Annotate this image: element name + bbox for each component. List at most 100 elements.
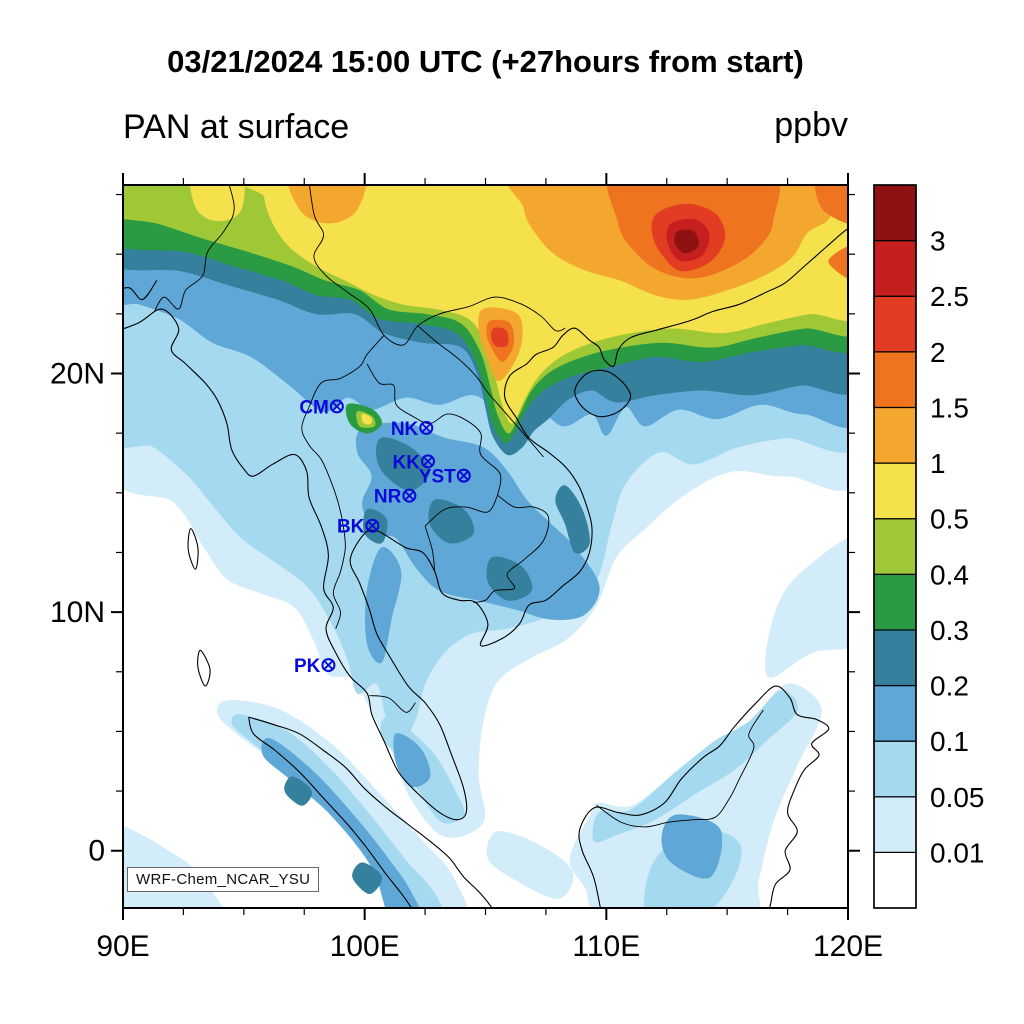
station-KK: KK bbox=[393, 452, 435, 473]
colorbar-cell-0 bbox=[873, 851, 917, 909]
border-line bbox=[424, 526, 436, 572]
colorbar-label-0.5: 0.5 bbox=[930, 504, 969, 535]
border-line bbox=[417, 325, 544, 458]
axis-ticks bbox=[111, 173, 860, 920]
station-circle-cross-icon bbox=[456, 468, 471, 483]
border-line bbox=[473, 494, 550, 604]
figure-title: 03/21/2024 15:00 UTC (+27hours from star… bbox=[167, 44, 804, 79]
colorbar-label-1: 1 bbox=[930, 448, 946, 479]
station-NK: NK bbox=[391, 419, 434, 440]
coastline bbox=[248, 716, 413, 908]
station-NR: NR bbox=[374, 487, 417, 508]
country-borders bbox=[154, 185, 764, 828]
station-cross bbox=[323, 660, 334, 670]
station-BK: BK bbox=[337, 517, 380, 538]
station-cross bbox=[367, 520, 378, 531]
colorbar-label-0.01: 0.01 bbox=[930, 837, 985, 868]
station-circle-cross-icon bbox=[329, 399, 344, 414]
contour-region-level-4 bbox=[352, 862, 382, 895]
station-label-KK: KK bbox=[393, 452, 421, 473]
colorbar-label-2: 2 bbox=[930, 337, 946, 368]
coastline bbox=[187, 528, 199, 570]
colorbar-cell-5 bbox=[873, 573, 917, 631]
station-label-YST: YST bbox=[419, 467, 456, 488]
units-label: ppbv bbox=[774, 106, 848, 144]
station-label-NK: NK bbox=[391, 419, 419, 440]
colorbar-cell-12 bbox=[873, 184, 917, 242]
coastline bbox=[123, 227, 848, 821]
colorbar-label-0.05: 0.05 bbox=[930, 782, 985, 813]
colorbar-label-2.5: 2.5 bbox=[930, 281, 969, 312]
coastline bbox=[248, 716, 493, 908]
colorbar-label-3: 3 bbox=[930, 226, 946, 257]
border-line bbox=[369, 695, 416, 713]
contour-region-level-3 bbox=[365, 547, 402, 664]
station-label-BK: BK bbox=[337, 517, 365, 538]
colorbar-cell-6 bbox=[873, 518, 917, 575]
contour-region-level-8 bbox=[287, 185, 367, 224]
contour-region-level-1 bbox=[486, 831, 574, 899]
coastline bbox=[578, 685, 830, 908]
station-cross bbox=[404, 490, 415, 501]
colorbar: 0.01 0.05 0.1 0.2 0.3 0.4 0.5 1 1.5 2 2.5 3 bbox=[873, 184, 985, 909]
border-line bbox=[596, 709, 764, 828]
contour-region-level-3 bbox=[661, 814, 723, 879]
contour-region-level-2 bbox=[592, 690, 798, 843]
x-axis-label-90E: 90E bbox=[96, 930, 149, 963]
station-YST: YST bbox=[419, 467, 471, 488]
contour-region-level-7 bbox=[189, 185, 245, 222]
colorbar-label-0.2: 0.2 bbox=[930, 671, 969, 702]
y-axis-label-10N: 10N bbox=[50, 596, 105, 629]
station-circle-cross-icon bbox=[402, 488, 417, 503]
station-CM: CM bbox=[299, 397, 344, 418]
coastline bbox=[197, 649, 211, 687]
colorbar-cell-7 bbox=[873, 462, 917, 520]
contour-region-level-9 bbox=[814, 185, 848, 224]
colorbar-cell-9 bbox=[873, 351, 917, 409]
station-circle-cross-icon bbox=[321, 658, 336, 673]
y-axis-label-20N: 20N bbox=[50, 358, 105, 391]
station-label-NR: NR bbox=[374, 487, 402, 508]
border-line bbox=[301, 335, 385, 629]
station-cross bbox=[332, 401, 342, 412]
contour-region-level-4 bbox=[486, 556, 533, 601]
model-watermark: WRF-Chem_NCAR_YSU bbox=[127, 867, 320, 892]
colorbar-cell-1 bbox=[873, 796, 917, 853]
contour-region-level-7 bbox=[361, 413, 372, 425]
contour-region-level-12 bbox=[674, 229, 699, 254]
station-PK: PK bbox=[294, 656, 336, 677]
colorbar-label-0.4: 0.4 bbox=[930, 559, 969, 590]
x-axis-label-110E: 110E bbox=[572, 930, 640, 963]
contour-region-level-3 bbox=[393, 733, 431, 788]
plot-subtitle: PAN at surface bbox=[123, 108, 350, 146]
x-axis-label-120E: 120E bbox=[813, 930, 883, 963]
colorbar-cell-3 bbox=[873, 684, 917, 742]
station-circle-cross-icon bbox=[419, 420, 434, 435]
border-line bbox=[154, 185, 235, 312]
colorbar-label-1.5: 1.5 bbox=[930, 392, 969, 423]
colorbar-label-0.3: 0.3 bbox=[930, 615, 969, 646]
coastline bbox=[574, 369, 632, 418]
coastlines bbox=[123, 227, 848, 908]
colorbar-cell-4 bbox=[873, 629, 917, 687]
contour-region-level-1 bbox=[765, 537, 848, 678]
x-axis-label-100E: 100E bbox=[330, 930, 400, 963]
station-cross bbox=[421, 423, 432, 433]
colorbar-cell-11 bbox=[873, 240, 917, 297]
station-circle-cross-icon bbox=[365, 518, 380, 533]
station-label-CM: CM bbox=[299, 397, 329, 418]
colorbar-label-0.1: 0.1 bbox=[930, 726, 969, 757]
y-axis-label-0: 0 bbox=[88, 835, 105, 868]
colorbar-cell-10 bbox=[873, 295, 917, 353]
station-cross bbox=[458, 470, 469, 481]
colorbar-frame bbox=[873, 184, 917, 909]
border-line bbox=[424, 494, 499, 527]
colorbar-cell-2 bbox=[873, 740, 917, 798]
contour-fills bbox=[123, 185, 848, 908]
contour-region-level-4 bbox=[555, 485, 590, 554]
colorbar-cell-8 bbox=[873, 406, 917, 464]
border-line bbox=[308, 185, 566, 346]
